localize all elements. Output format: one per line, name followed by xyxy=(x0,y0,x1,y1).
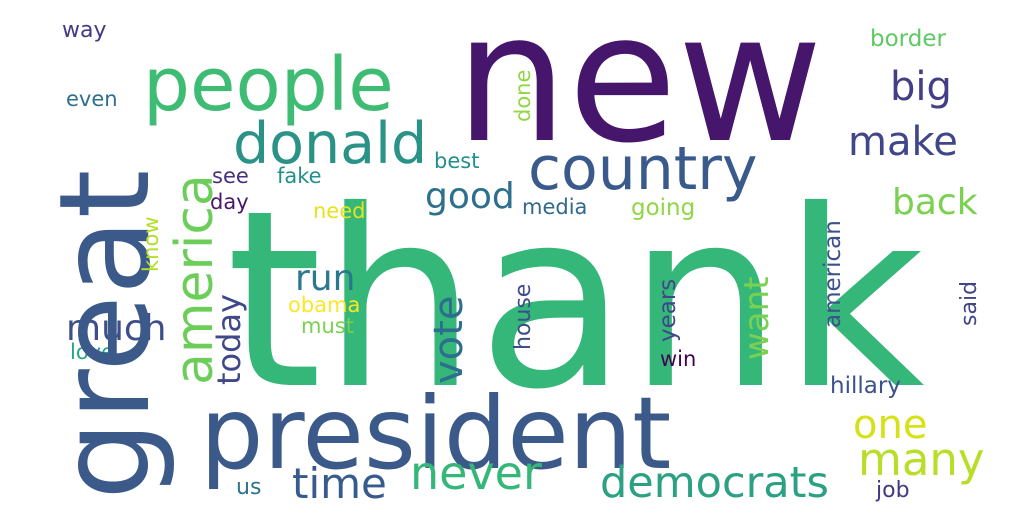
word-border: border xyxy=(870,26,946,52)
word-make: make xyxy=(848,119,958,165)
word-said: said xyxy=(957,281,982,326)
word-back: back xyxy=(892,182,978,223)
word-done: done xyxy=(511,70,535,122)
word-see: see xyxy=(212,164,249,188)
word-big: big xyxy=(890,64,952,110)
word-fake: fake xyxy=(277,164,322,188)
word-even: even xyxy=(66,87,118,111)
word-day: day xyxy=(210,190,249,214)
word-today: today xyxy=(210,294,248,385)
word-one: one xyxy=(853,402,927,448)
word-way: way xyxy=(62,18,107,43)
word-many: many xyxy=(858,433,985,486)
word-going: going xyxy=(631,195,695,221)
word-great: great xyxy=(33,169,178,500)
word-vote: vote xyxy=(426,296,472,384)
word-obama: obama xyxy=(288,293,360,317)
word-best: best xyxy=(434,149,479,173)
word-thank: thank xyxy=(226,158,925,443)
word-president: president xyxy=(200,375,671,492)
word-never: never xyxy=(410,446,542,500)
word-people: people xyxy=(143,42,394,128)
word-want: want xyxy=(737,276,777,360)
word-democrats: democrats xyxy=(600,458,829,508)
word-time: time xyxy=(292,459,387,508)
word-love: love xyxy=(70,340,114,364)
word-media: media xyxy=(522,195,587,219)
word-country: country xyxy=(528,134,757,204)
word-america: america xyxy=(165,174,225,385)
word-american: american xyxy=(820,220,846,328)
word-job: job xyxy=(875,478,910,503)
word-hillary: hillary xyxy=(830,373,901,399)
word-need: need xyxy=(313,199,365,223)
word-must: must xyxy=(301,314,354,338)
word-new: new xyxy=(455,0,823,182)
word-run: run xyxy=(295,258,355,299)
word-know: know xyxy=(139,217,163,273)
word-us: us xyxy=(236,475,261,500)
word-donald: donald xyxy=(233,111,427,177)
word-years: years xyxy=(655,279,681,342)
word-much: much xyxy=(66,308,167,349)
word-good: good xyxy=(425,176,515,217)
word-win: win xyxy=(660,347,696,371)
word-house: house xyxy=(511,284,536,350)
